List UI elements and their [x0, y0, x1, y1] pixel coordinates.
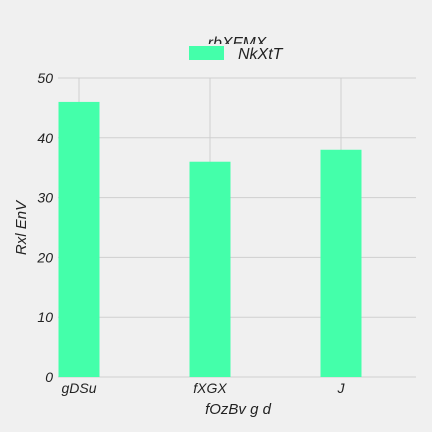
- bars: [58, 101, 362, 378]
- x-tick-label: fXGX: [193, 380, 227, 396]
- x-axis-ticks: gDSu fXGX J: [61, 380, 345, 396]
- x-tick-label: J: [337, 380, 346, 396]
- y-tick-label: 20: [36, 249, 53, 265]
- y-tick-label: 30: [37, 190, 53, 206]
- bar-j: [320, 149, 362, 377]
- x-tick-label: gDSu: [61, 380, 96, 396]
- y-tick-label: 40: [37, 130, 53, 146]
- y-tick-label: 10: [37, 309, 53, 325]
- bar-fxgx: [189, 161, 231, 377]
- gridlines: [58, 77, 416, 378]
- y-axis-ticks: 0 10 20 30 40 50: [36, 70, 53, 385]
- y-tick-label: 0: [45, 369, 53, 385]
- legend-label: NkXtT: [238, 46, 284, 63]
- y-tick-label: 50: [37, 70, 53, 86]
- x-axis-label: fOzBv g d: [205, 401, 272, 418]
- legend-swatch: [189, 46, 224, 60]
- bar-gdsu: [58, 101, 100, 378]
- y-axis-label: Rxl EnV: [13, 199, 30, 255]
- legend: NkXtT: [189, 46, 284, 63]
- chart-title: rbXFMX: [208, 35, 268, 52]
